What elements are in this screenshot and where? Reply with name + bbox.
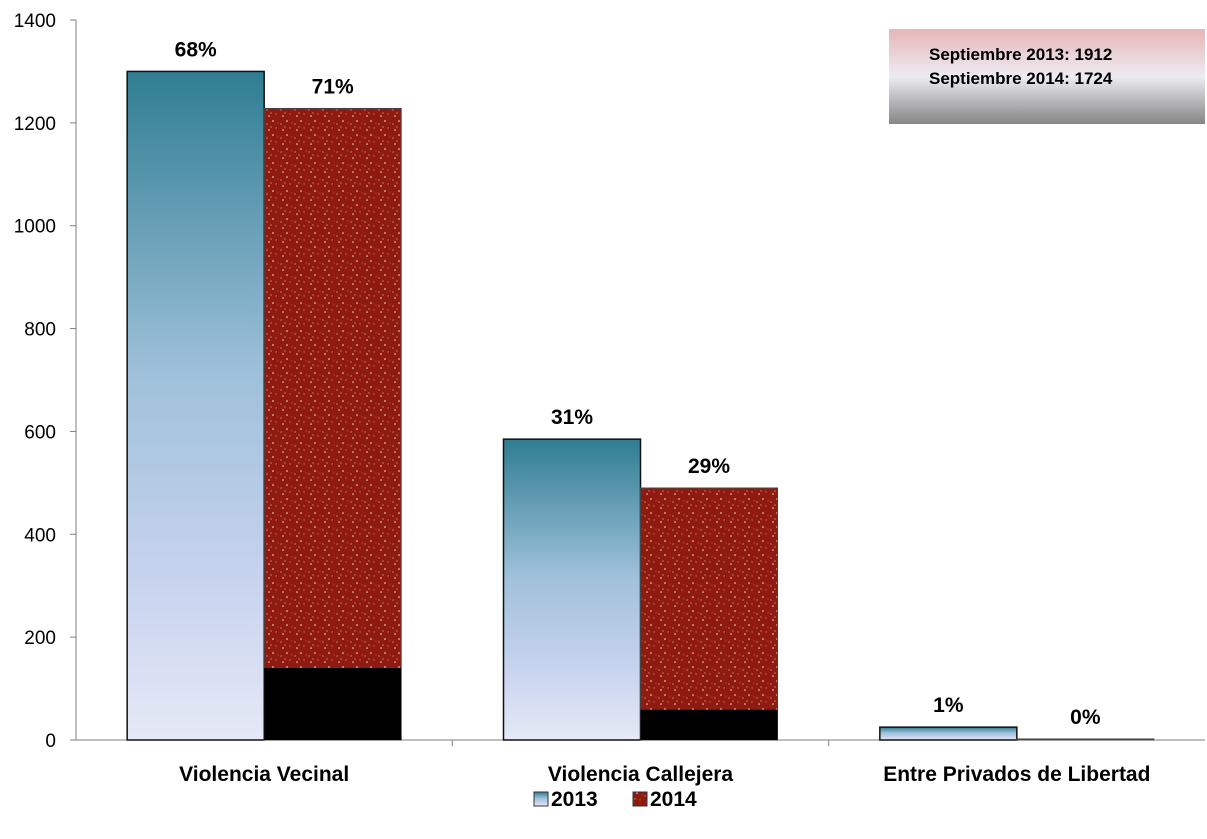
data-label: 1% [933, 694, 964, 717]
legend-swatch-2013 [533, 791, 549, 807]
bar-fill-2014 [263, 107, 402, 741]
bar [502, 438, 642, 741]
y-tick-label: 800 [24, 320, 56, 341]
bar-base-2014 [264, 668, 402, 740]
bar-fill-2013 [879, 726, 1018, 741]
info-box: Septiembre 2013: 1912 Septiembre 2014: 1… [889, 29, 1205, 124]
bar [126, 70, 265, 741]
category-label: Violencia Vecinal [179, 763, 349, 786]
legend-label-2014: 2014 [650, 788, 697, 811]
bar-fill-2014 [1016, 738, 1155, 741]
y-tick-label: 600 [24, 422, 56, 443]
data-label: 68% [175, 38, 217, 61]
legend-label-2013: 2013 [551, 788, 598, 811]
data-label: 31% [551, 406, 593, 429]
x-axis: Violencia Vecinal Violencia Callejera Entr… [179, 740, 1150, 786]
y-tick-label: 200 [24, 628, 56, 649]
info-line-2013: Septiembre 2013: 1912 [929, 45, 1112, 64]
y-tick-label: 1000 [14, 217, 56, 238]
y-tick-label: 1400 [14, 11, 56, 32]
y-axis: 0 200 400 600 800 1000 1200 1400 [14, 11, 76, 752]
y-tick-label: 0 [45, 731, 56, 752]
info-line-2014: Septiembre 2014: 1724 [929, 69, 1113, 88]
data-label: 0% [1070, 706, 1101, 729]
category-label: Violencia Callejera [548, 763, 734, 786]
data-label: 29% [688, 455, 730, 478]
bar-fill-2013 [126, 70, 265, 741]
bar [1016, 738, 1155, 741]
y-tick-label: 1200 [14, 114, 56, 135]
category-label: Entre Privados de Libertad [883, 763, 1150, 786]
bar [879, 726, 1018, 741]
bar [640, 487, 778, 741]
info-box-background [889, 29, 1205, 124]
data-labels: 68% 31% 1% 71% 29% 0% [175, 38, 1101, 729]
bar-base-2014 [640, 709, 778, 740]
bars [126, 70, 1155, 741]
data-label: 71% [312, 75, 354, 98]
bar-fill-2014 [640, 487, 778, 741]
legend: 2013 2014 [533, 788, 697, 811]
legend-swatch-2014 [632, 791, 648, 807]
bar [263, 107, 402, 741]
y-tick-label: 400 [24, 525, 56, 546]
bar-fill-2013 [502, 438, 642, 741]
